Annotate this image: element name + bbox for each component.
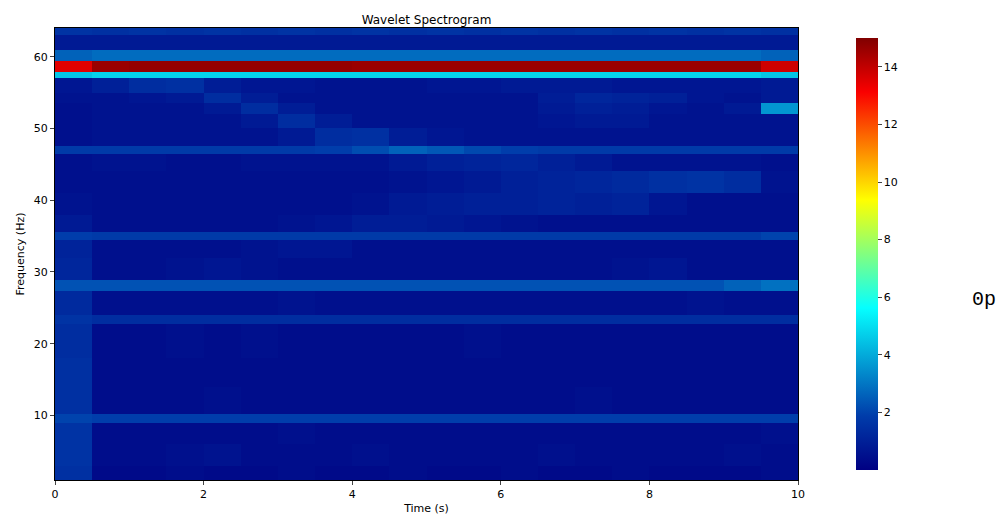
svg-text:10: 10	[791, 488, 805, 501]
svg-text:2: 2	[200, 488, 207, 501]
svg-text:8: 8	[646, 488, 653, 501]
svg-text:40: 40	[34, 194, 48, 207]
svg-text:4: 4	[884, 349, 891, 362]
svg-text:20: 20	[34, 338, 48, 351]
svg-text:30: 30	[34, 266, 48, 279]
svg-text:10: 10	[884, 176, 898, 189]
svg-text:12: 12	[884, 118, 898, 131]
svg-text:50: 50	[34, 122, 48, 135]
svg-text:6: 6	[884, 291, 891, 304]
svg-text:8: 8	[884, 233, 891, 246]
svg-text:6: 6	[497, 488, 504, 501]
svg-text:Time (s): Time (s)	[403, 502, 449, 515]
svg-text:Frequency (Hz): Frequency (Hz)	[14, 213, 27, 296]
svg-text:Wavelet Spectrogram: Wavelet Spectrogram	[362, 13, 492, 27]
svg-text:0: 0	[52, 488, 59, 501]
svg-text:14: 14	[884, 61, 898, 74]
svg-text:4: 4	[349, 488, 356, 501]
svg-text:10: 10	[34, 409, 48, 422]
svg-text:2: 2	[884, 406, 891, 419]
svg-text:0p: 0p	[972, 288, 996, 311]
svg-text:60: 60	[34, 51, 48, 64]
